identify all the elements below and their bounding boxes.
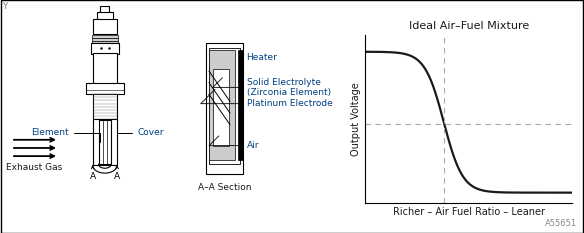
Bar — [99, 120, 111, 164]
Text: Y: Y — [2, 2, 7, 11]
Text: Platinum Electrode: Platinum Electrode — [201, 89, 332, 108]
X-axis label: Richer – Air Fuel Ratio – Leaner: Richer – Air Fuel Ratio – Leaner — [392, 207, 545, 217]
Y-axis label: Output Voltage: Output Voltage — [351, 82, 361, 156]
Text: A55651: A55651 — [545, 219, 577, 228]
Bar — [93, 119, 117, 165]
Text: Heater: Heater — [241, 53, 277, 66]
Text: Solid Electrolyte
(Zirconia Element): Solid Electrolyte (Zirconia Element) — [213, 78, 331, 97]
Text: Cover: Cover — [117, 128, 165, 139]
Bar — [91, 43, 119, 54]
Text: A: A — [114, 172, 120, 182]
Bar — [92, 35, 118, 38]
Bar — [93, 94, 117, 120]
Bar — [209, 50, 235, 160]
Text: Air: Air — [209, 136, 259, 150]
Bar — [213, 69, 229, 146]
Bar — [238, 50, 243, 160]
Text: Exhaust Gas: Exhaust Gas — [5, 163, 62, 172]
Bar — [97, 12, 113, 20]
Text: Element: Element — [32, 128, 100, 142]
Title: Ideal Air–Fuel Mixture: Ideal Air–Fuel Mixture — [409, 21, 529, 31]
Bar — [86, 83, 124, 94]
Bar — [93, 53, 117, 84]
Bar — [93, 19, 117, 34]
Bar — [206, 43, 243, 174]
Bar — [92, 38, 118, 41]
Text: A: A — [90, 172, 96, 182]
Bar — [92, 41, 118, 44]
Bar — [100, 6, 109, 13]
Bar — [209, 48, 240, 164]
Text: A–A Section: A–A Section — [197, 183, 251, 192]
